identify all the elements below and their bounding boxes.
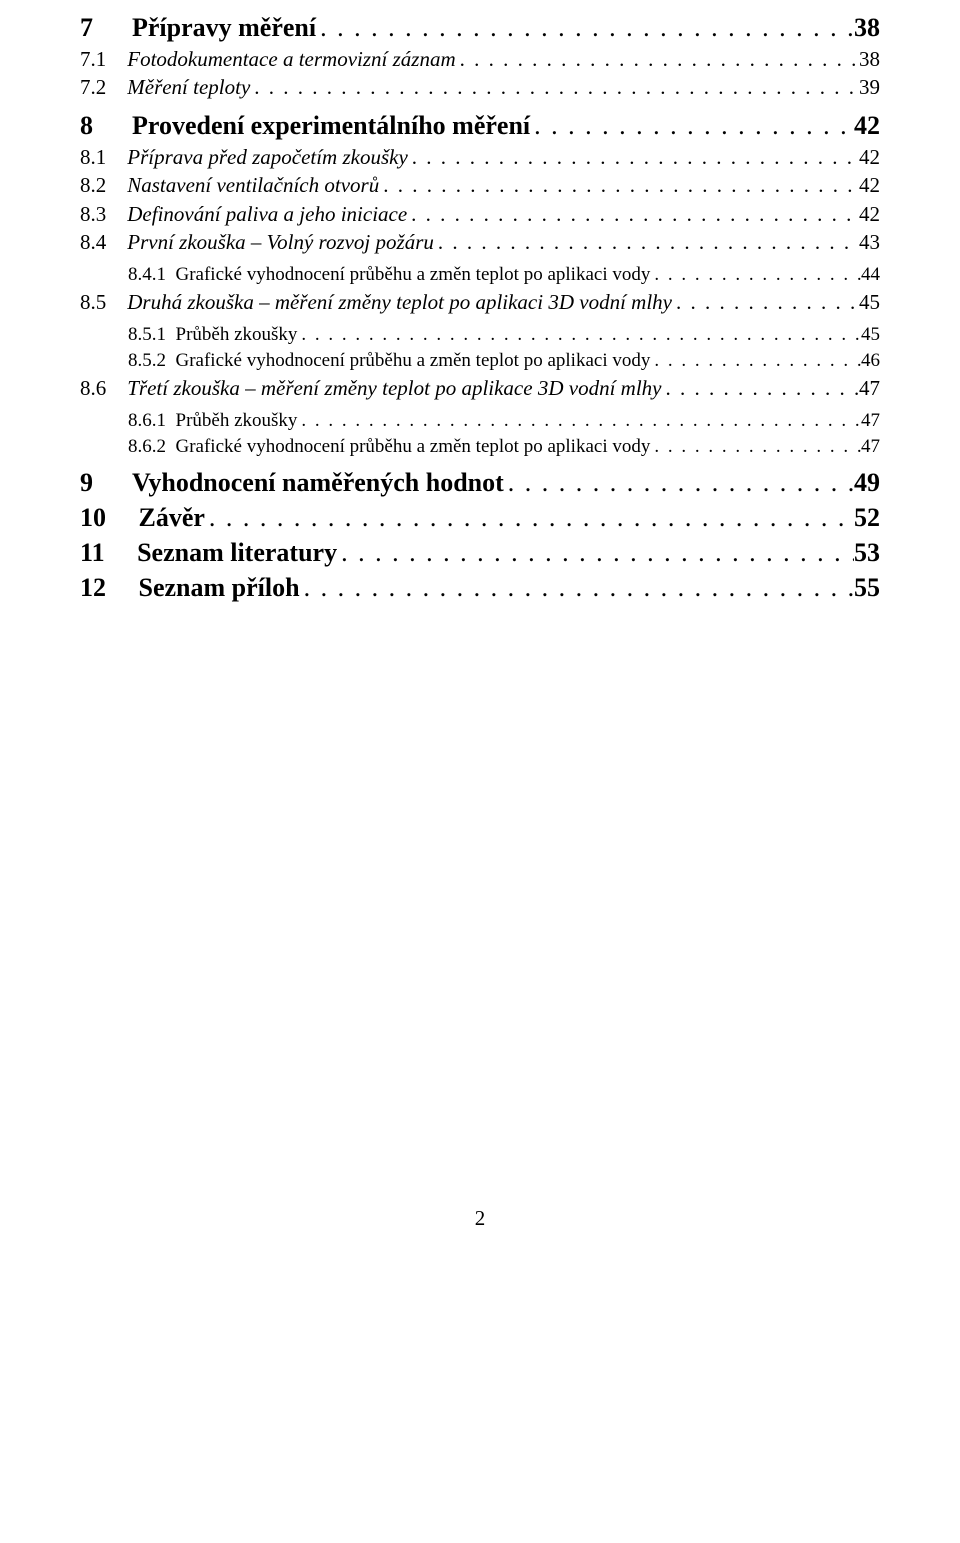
- toc-page-number: 46: [861, 348, 880, 374]
- toc-row: 11 Seznam literatury. . . . . . . . . . …: [80, 535, 880, 570]
- toc-number: 8.6.1: [128, 408, 176, 434]
- toc-title: Seznam literatury: [137, 535, 337, 570]
- toc-leader: . . . . . . . . . . . . . . . . . . . . …: [337, 535, 854, 570]
- toc-title: Příprava před započetím zkoušky: [127, 143, 408, 171]
- toc-number: 7.2: [80, 73, 127, 101]
- toc-page-number: 47: [859, 374, 880, 402]
- toc-leader: . . . . . . . . . . . . . . . . . . . . …: [434, 228, 859, 256]
- toc-leader: . . . . . . . . . . . . . . . . . . . . …: [661, 374, 859, 402]
- toc-row: 8.3 Definování paliva a jeho iniciace. .…: [80, 200, 880, 228]
- toc-page-number: 38: [859, 45, 880, 73]
- toc-row: 8.6 Třetí zkouška – měření změny teplot …: [80, 374, 880, 402]
- toc-row: 8.4 První zkouška – Volný rozvoj požáru.…: [80, 228, 880, 256]
- toc-number: 9: [80, 465, 132, 500]
- toc-page-number: 42: [854, 108, 880, 143]
- toc-row: 8.2 Nastavení ventilačních otvorů. . . .…: [80, 171, 880, 199]
- toc-leader: . . . . . . . . . . . . . . . . . . . . …: [205, 500, 854, 535]
- page-number: 2: [80, 1206, 880, 1231]
- toc-row: 8.5.2 Grafické vyhodnocení průběhu a změ…: [80, 348, 880, 374]
- toc-title: Závěr: [139, 500, 205, 535]
- toc-page-number: 38: [854, 10, 880, 45]
- toc-row: 8.1 Příprava před započetím zkoušky. . .…: [80, 143, 880, 171]
- toc-page-number: 43: [859, 228, 880, 256]
- toc-title: Třetí zkouška – měření změny teplot po a…: [127, 374, 661, 402]
- toc-leader: . . . . . . . . . . . . . . . . . . . . …: [456, 45, 859, 73]
- toc-leader: . . . . . . . . . . . . . . . . . . . . …: [650, 262, 861, 288]
- toc-page-number: 42: [859, 171, 880, 199]
- toc-row: 7.2 Měření teploty. . . . . . . . . . . …: [80, 73, 880, 101]
- toc-row: 8.6.2 Grafické vyhodnocení průběhu a změ…: [80, 434, 880, 460]
- toc-leader: . . . . . . . . . . . . . . . . . . . . …: [250, 73, 859, 101]
- toc-title: Grafické vyhodnocení průběhu a změn tepl…: [176, 262, 651, 288]
- toc-number: 8.6.2: [128, 434, 176, 460]
- toc-page-number: 49: [854, 465, 880, 500]
- toc-page-number: 52: [854, 500, 880, 535]
- toc-number: 8.5.1: [128, 322, 176, 348]
- toc-page-number: 42: [859, 200, 880, 228]
- toc-leader: . . . . . . . . . . . . . . . . . . . . …: [297, 322, 861, 348]
- toc-leader: . . . . . . . . . . . . . . . . . . . . …: [379, 171, 859, 199]
- toc-leader: . . . . . . . . . . . . . . . . . . . . …: [316, 10, 854, 45]
- toc-title: Provedení experimentálního měření: [132, 108, 530, 143]
- toc-row: 9 Vyhodnocení naměřených hodnot. . . . .…: [80, 465, 880, 500]
- toc-number: 10: [80, 500, 139, 535]
- toc-number: 12: [80, 570, 139, 605]
- toc-page-number: 39: [859, 73, 880, 101]
- toc-title: Definování paliva a jeho iniciace: [127, 200, 407, 228]
- toc-number: 8.3: [80, 200, 127, 228]
- toc-number: 8.1: [80, 143, 127, 171]
- toc-leader: . . . . . . . . . . . . . . . . . . . . …: [650, 348, 861, 374]
- toc-title: Měření teploty: [127, 73, 250, 101]
- toc-row: 7.1 Fotodokumentace a termovizní záznam.…: [80, 45, 880, 73]
- toc-number: 7.1: [80, 45, 127, 73]
- toc-page: 7 Přípravy měření. . . . . . . . . . . .…: [0, 0, 960, 1271]
- toc-leader: . . . . . . . . . . . . . . . . . . . . …: [407, 200, 859, 228]
- toc-page-number: 55: [854, 570, 880, 605]
- toc-number: 8.5.2: [128, 348, 176, 374]
- toc-row: 8.6.1 Průběh zkoušky. . . . . . . . . . …: [80, 408, 880, 434]
- toc-leader: . . . . . . . . . . . . . . . . . . . . …: [300, 570, 854, 605]
- toc-page-number: 53: [854, 535, 880, 570]
- toc-number: 8.4.1: [128, 262, 176, 288]
- toc-number: 8: [80, 108, 132, 143]
- toc-leader: . . . . . . . . . . . . . . . . . . . . …: [672, 288, 859, 316]
- toc-title: Vyhodnocení naměřených hodnot: [132, 465, 504, 500]
- toc-number: 11: [80, 535, 137, 570]
- toc-title: Grafické vyhodnocení průběhu a změn tepl…: [176, 348, 651, 374]
- toc-page-number: 45: [859, 288, 880, 316]
- toc-title: Grafické vyhodnocení průběhu a změn tepl…: [176, 434, 651, 460]
- toc-page-number: 44: [861, 262, 880, 288]
- toc-number: 8.6: [80, 374, 127, 402]
- toc-row: 8.5.1 Průběh zkoušky. . . . . . . . . . …: [80, 322, 880, 348]
- toc-leader: . . . . . . . . . . . . . . . . . . . . …: [530, 108, 854, 143]
- toc-number: 7: [80, 10, 132, 45]
- toc-title: Nastavení ventilačních otvorů: [127, 171, 379, 199]
- toc-number: 8.5: [80, 288, 127, 316]
- toc-row: 7 Přípravy měření. . . . . . . . . . . .…: [80, 10, 880, 45]
- toc-row: 8.4.1 Grafické vyhodnocení průběhu a změ…: [80, 262, 880, 288]
- toc-title: Seznam příloh: [139, 570, 300, 605]
- toc-row: 10 Závěr. . . . . . . . . . . . . . . . …: [80, 500, 880, 535]
- toc-number: 8.2: [80, 171, 127, 199]
- toc-leader: . . . . . . . . . . . . . . . . . . . . …: [650, 434, 861, 460]
- toc-row: 12 Seznam příloh. . . . . . . . . . . . …: [80, 570, 880, 605]
- toc-page-number: 45: [861, 322, 880, 348]
- toc-number: 8.4: [80, 228, 127, 256]
- toc-page-number: 47: [861, 408, 880, 434]
- toc-row: 8.5 Druhá zkouška – měření změny teplot …: [80, 288, 880, 316]
- toc-title: Fotodokumentace a termovizní záznam: [127, 45, 455, 73]
- toc-leader: . . . . . . . . . . . . . . . . . . . . …: [504, 465, 854, 500]
- toc-page-number: 42: [859, 143, 880, 171]
- toc-list: 7 Přípravy měření. . . . . . . . . . . .…: [80, 10, 880, 606]
- toc-title: Přípravy měření: [132, 10, 316, 45]
- toc-title: Průběh zkoušky: [176, 322, 298, 348]
- toc-page-number: 47: [861, 434, 880, 460]
- toc-leader: . . . . . . . . . . . . . . . . . . . . …: [297, 408, 861, 434]
- toc-title: Průběh zkoušky: [176, 408, 298, 434]
- toc-title: První zkouška – Volný rozvoj požáru: [127, 228, 434, 256]
- toc-leader: . . . . . . . . . . . . . . . . . . . . …: [408, 143, 859, 171]
- toc-row: 8 Provedení experimentálního měření. . .…: [80, 108, 880, 143]
- toc-title: Druhá zkouška – měření změny teplot po a…: [127, 288, 672, 316]
